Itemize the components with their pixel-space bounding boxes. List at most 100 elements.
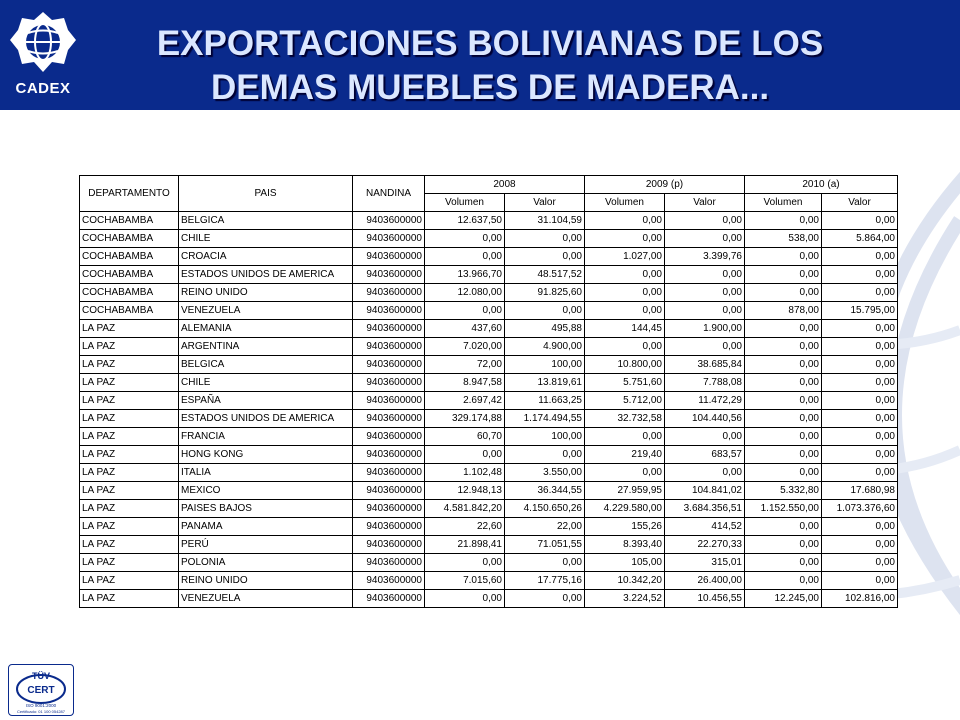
cell-departamento: COCHABAMBA [79, 247, 179, 266]
cell-value: 12.948,13 [424, 481, 505, 500]
cell-nandina: 9403600000 [352, 355, 425, 374]
table-row: LA PAZ PANAMA 9403600000 22,60 22,00 155,26 41… [79, 517, 898, 536]
cell-pais: HONG KONG [178, 445, 353, 464]
cell-value: 1.027,00 [584, 247, 665, 266]
cell-value: 437,60 [424, 319, 505, 338]
tuv-seal-icon: TÜV CERT ISO 9001:2000 Certificado: 01 1… [16, 671, 66, 714]
header-valor: Valor [664, 193, 745, 212]
cell-value: 0,00 [584, 283, 665, 302]
cell-departamento: COCHABAMBA [79, 265, 179, 284]
cell-value: 10.800,00 [584, 355, 665, 374]
cell-value: 1.073.376,60 [821, 499, 898, 518]
table-row: LA PAZ CHILE 9403600000 8.947,58 13.819,61 5.… [79, 373, 898, 392]
cell-value: 32.732,58 [584, 409, 665, 428]
cell-value: 0,00 [821, 553, 898, 572]
cell-value: 36.344,55 [504, 481, 585, 500]
cell-value: 0,00 [744, 373, 822, 392]
header-volumen: Volumen [424, 193, 505, 212]
cell-value: 27.959,95 [584, 481, 665, 500]
cell-value: 3.684.356,51 [664, 499, 745, 518]
cell-value: 12.080,00 [424, 283, 505, 302]
cell-pais: CHILE [178, 373, 353, 392]
cell-value: 0,00 [744, 517, 822, 536]
cell-nandina: 9403600000 [352, 211, 425, 230]
cell-pais: VENEZUELA [178, 589, 353, 608]
cell-nandina: 9403600000 [352, 427, 425, 446]
table-row: LA PAZ REINO UNIDO 9403600000 7.015,60 17.77… [79, 571, 898, 590]
cell-value: 17.775,16 [504, 571, 585, 590]
table-row: LA PAZ MEXICO 9403600000 12.948,13 36.344,55… [79, 481, 898, 500]
tuv-certification-badge: TÜV CERT ISO 9001:2000 Certificado: 01 1… [8, 664, 74, 716]
cell-value: 0,00 [664, 283, 745, 302]
cell-nandina: 9403600000 [352, 499, 425, 518]
cell-value: 2.697,42 [424, 391, 505, 410]
cell-pais: ESPAÑA [178, 391, 353, 410]
cell-value: 0,00 [744, 337, 822, 356]
header-valor: Valor [821, 193, 898, 212]
cell-nandina: 9403600000 [352, 319, 425, 338]
cell-value: 0,00 [584, 463, 665, 482]
cell-nandina: 9403600000 [352, 535, 425, 554]
table-body: COCHABAMBA BELGICA 9403600000 12.637,50 31.1… [79, 211, 898, 608]
exports-table-container: DEPARTAMENTO PAIS NANDINA 2008 2009 (p) … [79, 175, 898, 608]
table-row: LA PAZ HONG KONG 9403600000 0,00 0,00 219,40 6… [79, 445, 898, 464]
cell-departamento: LA PAZ [79, 463, 179, 482]
cell-departamento: COCHABAMBA [79, 283, 179, 302]
cell-value: 0,00 [744, 535, 822, 554]
cell-departamento: LA PAZ [79, 337, 179, 356]
cell-value: 0,00 [664, 211, 745, 230]
tuv-brand-text: TÜV [32, 671, 50, 681]
cell-value: 0,00 [504, 229, 585, 248]
cell-departamento: LA PAZ [79, 481, 179, 500]
cell-departamento: LA PAZ [79, 373, 179, 392]
cell-value: 7.015,60 [424, 571, 505, 590]
cell-departamento: COCHABAMBA [79, 211, 179, 230]
cell-pais: ESTADOS UNIDOS DE AMERICA [178, 409, 353, 428]
table-row: COCHABAMBA VENEZUELA 9403600000 0,00 0,00 0,0… [79, 301, 898, 320]
cell-value: 0,00 [744, 391, 822, 410]
header-departamento: DEPARTAMENTO [79, 175, 179, 212]
cell-value: 0,00 [664, 229, 745, 248]
cell-value: 0,00 [504, 553, 585, 572]
cell-value: 5.712,00 [584, 391, 665, 410]
cell-value: 72,00 [424, 355, 505, 374]
cell-pais: REINO UNIDO [178, 571, 353, 590]
cell-value: 4.229.580,00 [584, 499, 665, 518]
cell-value: 102.816,00 [821, 589, 898, 608]
cell-value: 26.400,00 [664, 571, 745, 590]
title-line-1: EXPORTACIONES BOLIVIANAS DE LOS [156, 24, 824, 63]
cell-nandina: 9403600000 [352, 247, 425, 266]
cell-value: 0,00 [821, 409, 898, 428]
cell-value: 0,00 [424, 445, 505, 464]
cell-value: 38.685,84 [664, 355, 745, 374]
cell-value: 1.102,48 [424, 463, 505, 482]
cell-nandina: 9403600000 [352, 391, 425, 410]
table-row: COCHABAMBA BELGICA 9403600000 12.637,50 31.1… [79, 211, 898, 230]
cell-pais: ARGENTINA [178, 337, 353, 356]
cell-value: 5.751,60 [584, 373, 665, 392]
cell-pais: ITALIA [178, 463, 353, 482]
cell-value: 10.456,55 [664, 589, 745, 608]
cell-value: 1.174.494,55 [504, 409, 585, 428]
table-header: DEPARTAMENTO PAIS NANDINA 2008 2009 (p) … [79, 175, 898, 212]
cell-value: 0,00 [424, 301, 505, 320]
cell-value: 4.581.842,20 [424, 499, 505, 518]
cell-value: 0,00 [744, 319, 822, 338]
cell-value: 0,00 [821, 445, 898, 464]
cell-value: 0,00 [821, 535, 898, 554]
cell-value: 22,00 [504, 517, 585, 536]
cell-departamento: LA PAZ [79, 427, 179, 446]
cell-value: 0,00 [584, 211, 665, 230]
cell-pais: PERÚ [178, 535, 353, 554]
tuv-cert-text: CERT [27, 685, 54, 696]
cell-value: 0,00 [821, 247, 898, 266]
cell-value: 0,00 [424, 553, 505, 572]
cell-value: 3.399,76 [664, 247, 745, 266]
cell-value: 8.947,58 [424, 373, 505, 392]
table-row: LA PAZ ARGENTINA 9403600000 7.020,00 4.900,0… [79, 337, 898, 356]
cell-value: 0,00 [821, 517, 898, 536]
cell-value: 144,45 [584, 319, 665, 338]
cell-pais: MEXICO [178, 481, 353, 500]
cell-value: 0,00 [504, 301, 585, 320]
header-nandina: NANDINA [352, 175, 425, 212]
